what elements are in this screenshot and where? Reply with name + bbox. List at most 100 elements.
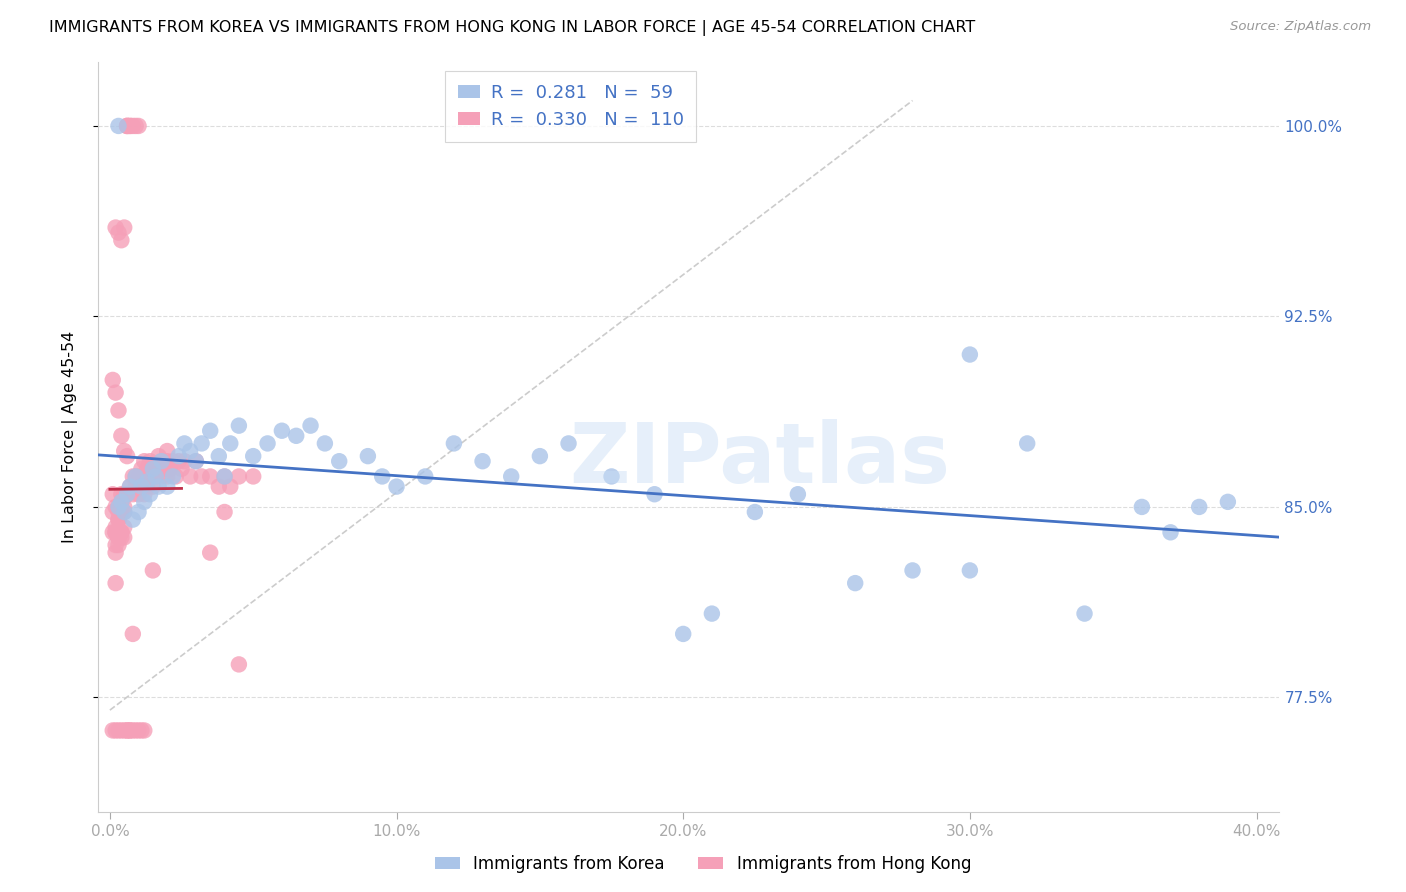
Point xyxy=(121,487,143,501)
Point xyxy=(1216,495,1239,509)
Point xyxy=(107,723,129,738)
Point xyxy=(107,513,129,527)
Point xyxy=(167,454,190,468)
Point xyxy=(128,119,150,133)
Point xyxy=(110,525,132,540)
Point xyxy=(600,469,623,483)
Point xyxy=(107,500,129,514)
Point xyxy=(107,513,129,527)
Point xyxy=(139,469,162,483)
Point xyxy=(156,454,179,468)
Point xyxy=(115,723,138,738)
Point xyxy=(107,500,129,514)
Point xyxy=(112,723,135,738)
Point xyxy=(162,469,184,483)
Point xyxy=(131,723,153,738)
Point xyxy=(148,449,170,463)
Point xyxy=(443,436,465,450)
Point xyxy=(101,487,124,501)
Point xyxy=(136,462,159,476)
Point xyxy=(125,723,148,738)
Point xyxy=(1188,500,1211,514)
Point xyxy=(901,563,924,577)
Point xyxy=(112,530,135,544)
Point xyxy=(107,505,129,519)
Point xyxy=(184,454,207,468)
Text: ZIPatlas: ZIPatlas xyxy=(569,419,950,500)
Point xyxy=(371,469,394,483)
Point xyxy=(101,373,124,387)
Point xyxy=(228,657,250,672)
Point xyxy=(136,475,159,489)
Point xyxy=(110,233,132,247)
Point xyxy=(104,525,127,540)
Y-axis label: In Labor Force | Age 45-54: In Labor Force | Age 45-54 xyxy=(62,331,77,543)
Point xyxy=(644,487,666,501)
Point xyxy=(156,469,179,483)
Point xyxy=(139,487,162,501)
Point xyxy=(471,454,494,468)
Point xyxy=(128,469,150,483)
Point xyxy=(118,723,141,738)
Point xyxy=(110,495,132,509)
Point xyxy=(242,469,264,483)
Point xyxy=(270,424,292,438)
Point xyxy=(107,525,129,540)
Point xyxy=(104,520,127,534)
Point xyxy=(200,469,222,483)
Point xyxy=(121,469,143,483)
Point xyxy=(214,469,236,483)
Point xyxy=(118,119,141,133)
Point xyxy=(219,480,242,494)
Point xyxy=(131,462,153,476)
Point xyxy=(208,449,231,463)
Point xyxy=(104,525,127,540)
Point xyxy=(700,607,723,621)
Point xyxy=(131,480,153,494)
Point xyxy=(167,449,190,463)
Point xyxy=(121,119,143,133)
Point xyxy=(153,462,176,476)
Point xyxy=(104,576,127,591)
Point xyxy=(134,723,156,738)
Point xyxy=(131,480,153,494)
Point xyxy=(134,469,156,483)
Point xyxy=(104,525,127,540)
Point xyxy=(121,627,143,641)
Point xyxy=(501,469,523,483)
Point xyxy=(150,454,173,468)
Point xyxy=(159,462,181,476)
Point xyxy=(115,119,138,133)
Point xyxy=(190,436,212,450)
Point xyxy=(165,469,187,483)
Point xyxy=(107,530,129,544)
Point xyxy=(156,444,179,458)
Point xyxy=(112,520,135,534)
Point xyxy=(115,723,138,738)
Point xyxy=(115,449,138,463)
Point xyxy=(107,530,129,544)
Point xyxy=(208,480,231,494)
Point xyxy=(1160,525,1182,540)
Point xyxy=(413,469,436,483)
Point xyxy=(557,436,579,450)
Point xyxy=(125,469,148,483)
Point xyxy=(285,429,308,443)
Point xyxy=(110,723,132,738)
Point xyxy=(200,424,222,438)
Point xyxy=(134,495,156,509)
Point xyxy=(219,436,242,450)
Text: Source: ZipAtlas.com: Source: ZipAtlas.com xyxy=(1230,20,1371,33)
Point xyxy=(128,505,150,519)
Point xyxy=(145,462,167,476)
Text: IMMIGRANTS FROM KOREA VS IMMIGRANTS FROM HONG KONG IN LABOR FORCE | AGE 45-54 CO: IMMIGRANTS FROM KOREA VS IMMIGRANTS FROM… xyxy=(49,20,976,36)
Point xyxy=(125,469,148,483)
Point xyxy=(385,480,408,494)
Point xyxy=(118,480,141,494)
Point xyxy=(139,454,162,468)
Point xyxy=(110,530,132,544)
Point xyxy=(314,436,336,450)
Point xyxy=(529,449,551,463)
Point xyxy=(1130,500,1153,514)
Point xyxy=(142,480,165,494)
